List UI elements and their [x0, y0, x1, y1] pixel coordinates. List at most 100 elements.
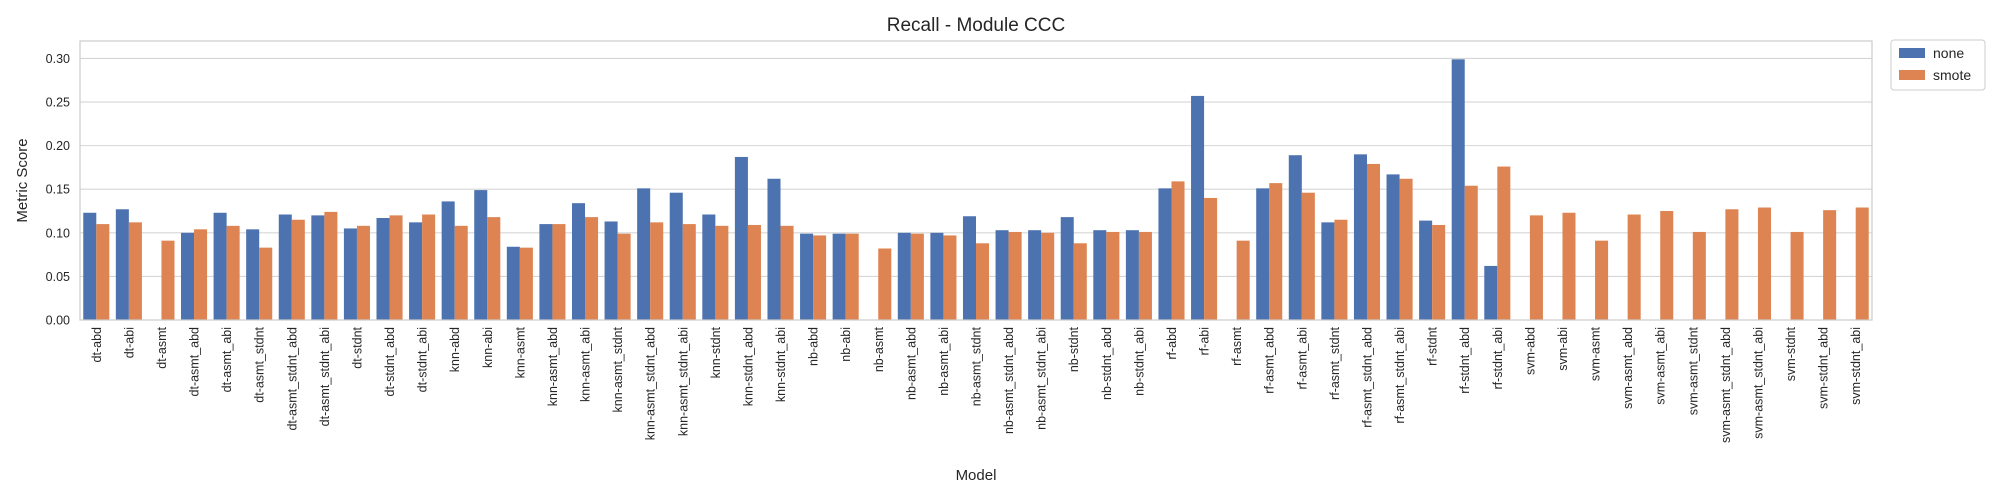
bar-none-nb-asmt_stdnt [962, 216, 976, 320]
bar-smote-nb-abi [845, 233, 859, 320]
bar-smote-nb-asmt_abi [943, 235, 957, 320]
x-tick-label: rf-abd [1165, 327, 1179, 360]
x-tick-label: dt-stdnt_abd [383, 327, 397, 397]
x-tick-label: rf-stdnt_abi [1491, 327, 1505, 390]
bar-none-nb-stdnt [1060, 217, 1074, 320]
bar-none-dt-abd [83, 212, 97, 320]
bar-none-knn-abd [441, 201, 455, 320]
bar-none-nb-stdnt_abi [1125, 230, 1139, 320]
bar-smote-knn-stdnt [715, 225, 729, 320]
y-axis-label: Metric Score [14, 138, 31, 222]
x-tick-label: svm-stdnt [1784, 326, 1798, 381]
bar-none-nb-asmt_stdnt_abi [1028, 230, 1042, 320]
x-tick-label: svm-stdnt_abd [1817, 327, 1831, 409]
bar-none-dt-asmt_stdnt [246, 229, 260, 320]
x-tick-label: dt-stdnt_abi [416, 327, 430, 392]
bar-none-knn-stdnt_abd [734, 156, 748, 320]
x-tick-label: knn-abd [448, 327, 462, 372]
bar-smote-dt-stdnt_abi [422, 214, 436, 320]
bar-smote-rf-abi [1204, 197, 1218, 320]
x-tick-label: dt-asmt_stdnt_abi [318, 327, 332, 426]
bar-smote-dt-asmt_stdnt_abi [324, 211, 338, 320]
y-tick-label: 0.30 [46, 52, 70, 66]
bar-smote-nb-asmt_stdnt_abi [1041, 232, 1055, 320]
bar-smote-knn-abi [487, 217, 501, 320]
bar-smote-svm-stdnt_abi [1855, 207, 1869, 320]
x-tick-label: nb-stdnt_abd [1100, 327, 1114, 400]
bar-none-knn-asmt_stdnt [604, 221, 618, 320]
bar-smote-dt-stdnt [356, 225, 370, 320]
x-tick-label: svm-asmt_stdnt [1686, 326, 1700, 415]
x-tick-label: svm-asmt_stdnt_abi [1751, 327, 1765, 439]
bar-smote-svm-stdnt_abd [1823, 210, 1837, 320]
bar-smote-rf-stdnt_abd [1464, 185, 1478, 320]
bar-none-rf-stdnt [1419, 220, 1433, 320]
bar-none-dt-stdnt_abi [409, 222, 423, 320]
bar-smote-knn-asmt_stdnt_abd [650, 222, 664, 320]
x-tick-label: svm-abd [1523, 327, 1537, 375]
x-tick-label: knn-stdnt [709, 326, 723, 378]
legend-label-smote: smote [1933, 67, 1971, 83]
x-tick-label: rf-stdnt_abd [1458, 327, 1472, 394]
bar-none-rf-stdnt_abd [1451, 59, 1465, 320]
bar-none-knn-stdnt_abi [767, 178, 781, 320]
x-tick-label: knn-stdnt_abi [774, 327, 788, 402]
x-tick-label: dt-asmt_abd [188, 327, 202, 397]
bar-none-dt-stdnt [343, 228, 357, 320]
x-axis-ticks: dt-abd dt-abi dt-asmt dt-asmt_abd dt-asmt_ab… [90, 326, 1863, 443]
bar-smote-knn-asmt_stdnt [617, 233, 631, 320]
bar-smote-nb-asmt_abd [910, 233, 924, 320]
bar-smote-nb-abd [813, 235, 827, 320]
x-tick-label: knn-asmt_abi [579, 327, 593, 402]
bar-none-dt-asmt_stdnt_abi [311, 215, 325, 320]
x-tick-label: svm-abi [1556, 327, 1570, 371]
bar-smote-svm-asmt_stdnt [1692, 231, 1706, 320]
x-tick-label: nb-asmt_stdnt_abd [1002, 327, 1016, 434]
bar-none-dt-abi [115, 209, 129, 320]
bar-none-rf-asmt_abi [1288, 155, 1302, 320]
x-tick-label: nb-stdnt_abi [1132, 327, 1146, 396]
bar-none-dt-asmt_abd [181, 232, 195, 320]
x-axis-label: Model [956, 467, 997, 484]
bar-smote-rf-stdnt [1432, 224, 1446, 320]
bar-none-knn-asmt [506, 246, 520, 320]
bar-smote-rf-asmt [1236, 240, 1250, 320]
x-tick-label: dt-abi [122, 327, 136, 358]
bar-smote-rf-asmt_stdnt [1334, 219, 1348, 320]
bar-none-dt-stdnt_abd [376, 217, 390, 320]
bar-none-rf-stdnt_abi [1484, 265, 1498, 320]
bar-smote-dt-asmt_abi [226, 225, 240, 320]
x-tick-label: knn-asmt_stdnt_abd [644, 327, 658, 440]
x-tick-label: rf-asmt_stdnt [1328, 326, 1342, 399]
y-tick-label: 0.00 [46, 314, 70, 328]
x-tick-label: svm-asmt_abd [1621, 327, 1635, 409]
x-tick-label: rf-asmt [1230, 326, 1244, 365]
x-tick-label: rf-stdnt [1426, 326, 1440, 365]
x-tick-label: nb-abi [839, 327, 853, 362]
y-tick-label: 0.05 [46, 270, 70, 284]
bar-smote-knn-asmt_abi [585, 217, 599, 320]
x-tick-label: dt-asmt_stdnt_abd [285, 327, 299, 431]
bar-smote-svm-stdnt [1790, 231, 1804, 320]
x-tick-label: rf-asmt_stdnt_abi [1393, 327, 1407, 424]
bar-smote-svm-asmt [1595, 240, 1609, 320]
bar-smote-knn-asmt_stdnt_abi [682, 224, 696, 320]
bar-none-rf-asmt_stdnt_abd [1353, 154, 1367, 320]
legend-label-none: none [1933, 45, 1964, 61]
bar-smote-nb-stdnt [1073, 243, 1087, 320]
bar-smote-knn-stdnt_abi [780, 225, 794, 320]
legend-swatch-smote [1899, 70, 1925, 80]
x-tick-label: nb-asmt_abi [937, 327, 951, 396]
bar-smote-knn-asmt [519, 247, 533, 320]
bar-smote-svm-asmt_stdnt_abi [1757, 207, 1771, 320]
y-tick-label: 0.15 [46, 183, 70, 197]
bar-none-knn-stdnt [702, 214, 716, 320]
bar-smote-dt-asmt_abd [194, 229, 208, 320]
x-tick-label: dt-asmt [155, 326, 169, 368]
bars [83, 59, 1869, 320]
y-tick-label: 0.25 [46, 96, 70, 110]
bar-smote-rf-asmt_abi [1301, 192, 1315, 320]
x-tick-label: dt-stdnt [350, 326, 364, 368]
x-tick-label: dt-abd [90, 327, 104, 362]
